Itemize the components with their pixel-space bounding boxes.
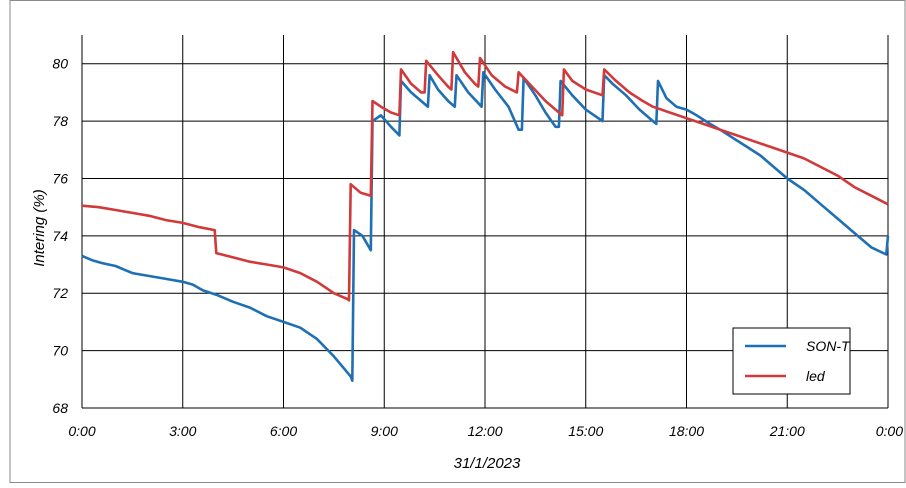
x-tick-label: 21:00 [769, 423, 805, 439]
x-axis-label: 31/1/2023 [454, 455, 521, 472]
y-tick-label: 76 [52, 170, 68, 186]
series-line-son-t [81, 71, 890, 382]
y-tick-label: 74 [52, 228, 68, 244]
x-tick-label: 6:00 [270, 423, 297, 439]
x-tick-label: 0:00 [68, 423, 95, 439]
y-axis-ticks: 68 70 72 74 76 78 80 [52, 56, 68, 416]
x-tick-label: 3:00 [169, 423, 196, 439]
x-tick-label: 9:00 [371, 423, 398, 439]
x-tick-label: 12:00 [467, 423, 502, 439]
y-tick-label: 68 [52, 400, 68, 416]
x-tick-label: 0:00 [876, 423, 903, 439]
legend-label: led [806, 368, 826, 384]
x-tick-label: 15:00 [568, 423, 603, 439]
x-axis-ticks: 0:00 3:00 6:00 9:00 12:00 15:00 18:00 21:00 0:00 [68, 423, 903, 439]
y-axis-label: Intering (%) [31, 189, 48, 267]
y-tick-label: 78 [52, 113, 68, 129]
y-tick-label: 80 [52, 56, 68, 72]
series-line-led [81, 50, 889, 302]
chart-border [9, 0, 906, 483]
legend-label: SON-T [806, 338, 851, 354]
x-tick-label: 18:00 [669, 423, 704, 439]
legend-box [732, 327, 851, 395]
y-tick-label: 72 [52, 285, 68, 301]
y-tick-label: 70 [52, 343, 68, 359]
grid-lines [81, 35, 889, 409]
series-lines [81, 50, 890, 382]
legend: SON-T led [732, 327, 851, 395]
